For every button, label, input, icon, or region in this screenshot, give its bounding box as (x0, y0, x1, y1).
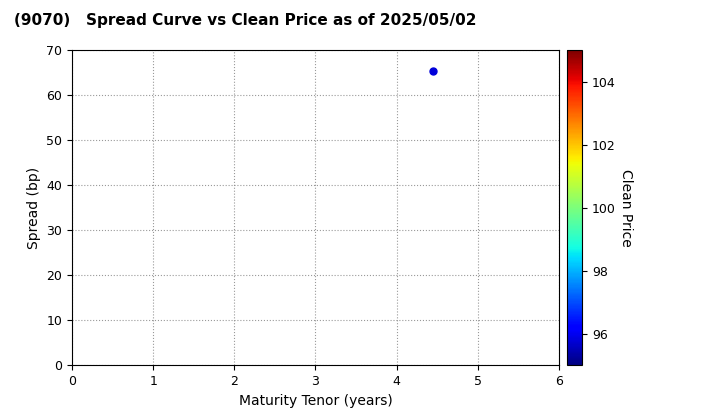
Y-axis label: Spread (bp): Spread (bp) (27, 167, 41, 249)
Text: (9070)   Spread Curve vs Clean Price as of 2025/05/02: (9070) Spread Curve vs Clean Price as of… (14, 13, 477, 28)
X-axis label: Maturity Tenor (years): Maturity Tenor (years) (238, 394, 392, 408)
Point (427, 67, 438, 74)
Y-axis label: Clean Price: Clean Price (618, 169, 633, 247)
